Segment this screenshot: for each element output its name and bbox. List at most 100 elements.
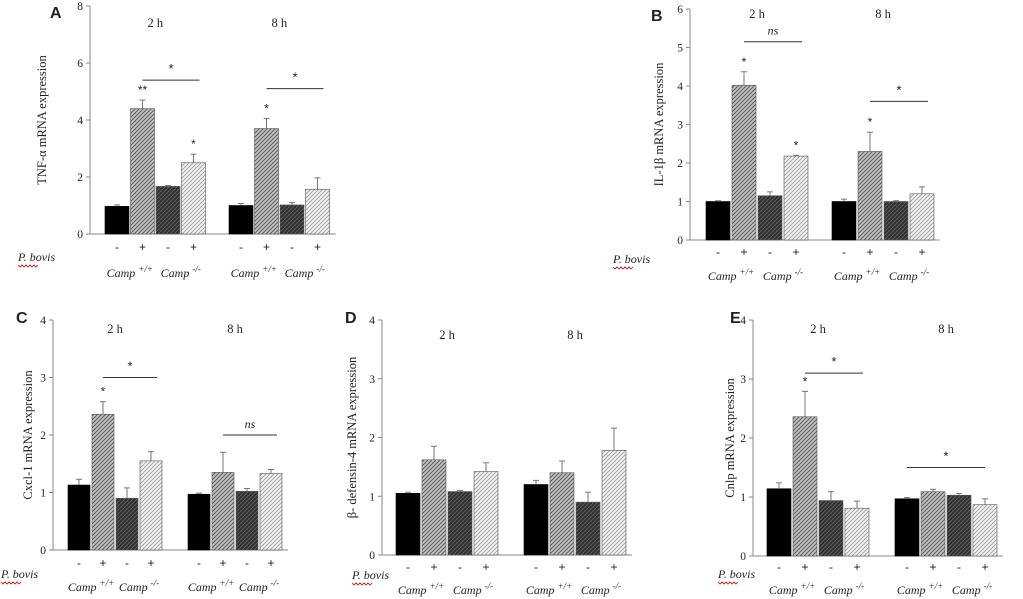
genotype-label: Camp -/-: [285, 264, 325, 280]
genotype-name: Camp: [581, 583, 613, 597]
genotype-label: Camp +/+: [188, 578, 234, 594]
bar: [831, 201, 857, 241]
y-axis-label: Cxcl-1 mRNA expression: [21, 370, 35, 500]
y-tick-label: 5: [677, 43, 683, 55]
genotype-name: Camp: [708, 269, 740, 283]
genotype-name: Camp: [231, 266, 263, 280]
bar: [130, 108, 155, 235]
genotype-superscript: -/-: [795, 267, 804, 277]
y-tick-label: 0: [369, 550, 375, 562]
genotype-superscript: -/-: [613, 581, 622, 591]
time-label: 8 h: [227, 322, 243, 336]
genotype-superscript: -/-: [921, 267, 930, 277]
treatment-sign: -: [716, 245, 720, 259]
genotype-label: Camp -/-: [239, 578, 279, 594]
bar: [235, 491, 259, 551]
bar: [972, 504, 998, 557]
genotype-superscript: -/-: [856, 581, 865, 591]
bar: [67, 484, 91, 551]
time-label: 8 h: [938, 322, 954, 336]
genotype-label: Camp +/+: [68, 578, 114, 594]
genotype-superscript: +/+: [430, 581, 445, 591]
treatment-sign: +: [430, 560, 437, 574]
treatment-sign: -: [290, 240, 294, 254]
y-tick-label: 2: [369, 433, 375, 445]
treatment-sign: -: [239, 240, 243, 254]
significance-star: *: [742, 55, 747, 69]
significance-star: *: [868, 115, 873, 129]
y-tick-label: 3: [740, 374, 746, 386]
spell-underline: [717, 581, 739, 585]
treatment-sign: +: [147, 556, 154, 570]
genotype-label: Camp -/-: [824, 581, 864, 597]
treatment-sign: +: [801, 560, 808, 574]
genotype-name: Camp: [119, 580, 151, 594]
treatment-sign: -: [894, 245, 898, 259]
bar: [187, 493, 211, 551]
y-axis-label: β- defensin-4 mRNA expression: [345, 356, 359, 518]
time-label: 2 h: [810, 322, 826, 336]
significance-star: **: [138, 83, 148, 97]
bar: [601, 450, 627, 556]
bar: [91, 413, 115, 551]
treatment-sign: +: [981, 560, 988, 574]
time-label: 2 h: [439, 328, 455, 342]
significance-star: *: [803, 374, 808, 388]
significance-star: *: [101, 385, 106, 399]
time-label: 8 h: [875, 7, 891, 21]
panel-e: E 0 1 2 3 4 Cnlp mRNA expression * 2 h 8 h * * - + - + -…: [717, 310, 1003, 597]
bar: [844, 507, 870, 557]
bar: [254, 128, 279, 235]
bar: [575, 501, 601, 556]
treatment-sign: -: [115, 240, 119, 254]
bar: [259, 473, 283, 551]
genotype-superscript: -/-: [984, 581, 993, 591]
bar: [857, 151, 883, 241]
panel-letter: B: [651, 8, 663, 25]
genotype-name: Camp: [769, 583, 801, 597]
y-tick-label: 2: [77, 172, 83, 184]
comparison-label: ns: [245, 417, 256, 431]
genotype-superscript: -/-: [192, 264, 201, 274]
treatment-sign: +: [139, 240, 146, 254]
bar: [946, 494, 972, 557]
bar: [155, 186, 181, 235]
genotype-superscript: -/-: [271, 578, 280, 588]
y-tick-label: 3: [40, 373, 46, 385]
spell-underline: [351, 582, 373, 586]
significance-star: *: [794, 138, 799, 152]
treatment-sign: +: [740, 245, 747, 259]
genotype-name: Camp: [188, 580, 220, 594]
bar: [757, 195, 783, 241]
treatment-sign: -: [125, 556, 129, 570]
treatment-sign: +: [99, 556, 106, 570]
genotype-name: Camp: [889, 269, 921, 283]
bar: [766, 488, 792, 557]
time-label: 8 h: [567, 328, 583, 342]
treatment-sign: +: [314, 240, 321, 254]
genotype-name: Camp: [398, 583, 430, 597]
genotype-name: Camp: [285, 266, 317, 280]
genotype-name: Camp: [526, 583, 558, 597]
genotype-label: Camp +/+: [526, 581, 572, 597]
bar: [447, 491, 473, 556]
treatment-sign: -: [777, 560, 781, 574]
treatment-sign: -: [406, 560, 410, 574]
treatment-sign: +: [918, 245, 925, 259]
spell-underline: [612, 266, 634, 270]
treatment-sign: +: [267, 556, 274, 570]
pbovis-label: P. bovis: [0, 567, 38, 581]
treatment-sign: -: [534, 560, 538, 574]
genotype-superscript: +/+: [866, 267, 881, 277]
treatment-sign: +: [792, 245, 799, 259]
significance-star: *: [191, 137, 196, 151]
time-label: 2 h: [107, 322, 123, 336]
genotype-name: Camp: [453, 583, 485, 597]
comparison-label: *: [127, 359, 132, 374]
treatment-sign: -: [77, 556, 81, 570]
pbovis-label: P. bovis: [612, 252, 650, 266]
y-tick-label: 1: [369, 491, 375, 503]
treatment-sign: -: [905, 560, 909, 574]
y-tick-label: 2: [40, 430, 46, 442]
